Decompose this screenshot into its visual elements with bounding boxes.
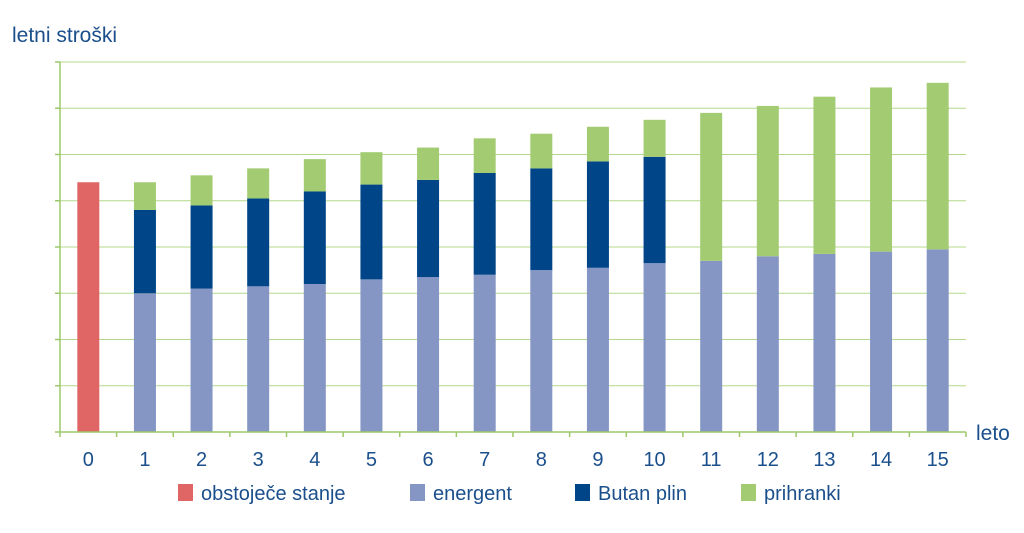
x-axis-label: leto [976, 422, 1010, 445]
x-tick-label: 8 [536, 449, 547, 471]
bar-segment [530, 270, 553, 432]
legend-swatch [178, 484, 193, 501]
x-tick-label: 3 [253, 449, 264, 471]
bar-segment [700, 260, 723, 432]
bar-segment [586, 126, 609, 162]
bar-segment [190, 205, 213, 289]
bar-segment [247, 198, 270, 287]
bar-segment [473, 274, 496, 432]
bar-segment [190, 288, 213, 432]
x-tick-label: 2 [196, 449, 207, 471]
bar-segment [700, 112, 723, 261]
x-tick-label: 6 [423, 449, 434, 471]
x-tick-label: 5 [366, 449, 377, 471]
bar-segment [926, 249, 949, 432]
y-axis-label: letni stroški [12, 24, 117, 47]
bar-segment [530, 133, 553, 169]
axes: 0 1 2 3 4 5 6 7 8 9 10 11 12 13 14 15 [55, 61, 967, 471]
bar-segment [247, 286, 270, 432]
bar-segment [473, 173, 496, 275]
bar-segment [417, 147, 440, 180]
bar-segment [530, 168, 553, 271]
bar-segment [133, 293, 156, 432]
x-tick-label: 14 [870, 449, 892, 471]
bar-segment [247, 168, 270, 199]
bar-segment [756, 105, 779, 257]
x-tick-label: 12 [757, 449, 779, 471]
bar-segment [473, 138, 496, 173]
bar-segment [417, 179, 440, 278]
bars [77, 82, 949, 432]
bar-segment [303, 159, 326, 192]
bar-segment [190, 175, 213, 206]
bar-segment [417, 277, 440, 432]
bar-segment [360, 279, 383, 432]
x-tick-label: 4 [309, 449, 320, 471]
bar-segment [360, 152, 383, 185]
bar-segment [586, 267, 609, 432]
x-tick-label: 13 [813, 449, 835, 471]
legend-label: energent [433, 483, 512, 505]
bar-segment [360, 184, 383, 280]
legend-swatch [741, 484, 756, 501]
bar-segment [586, 161, 609, 268]
legend-label: prihranki [764, 483, 841, 505]
x-tick-label: 7 [479, 449, 490, 471]
x-tick-label: 11 [701, 449, 722, 471]
bar-segment [813, 253, 836, 432]
legend-swatch [575, 484, 590, 501]
x-tick-label: 10 [643, 449, 665, 471]
bar-segment [643, 156, 666, 264]
bar-segment [870, 87, 893, 252]
legend: obstoječe stanje energent Butan plin prihra… [178, 483, 841, 505]
x-tick-label: 9 [592, 449, 603, 471]
x-tick-label: 15 [927, 449, 949, 471]
bar-segment [926, 82, 949, 250]
legend-swatch [410, 484, 425, 501]
legend-label: obstoječe stanje [201, 483, 346, 505]
bar-segment [870, 251, 893, 432]
x-tick-label: 0 [83, 449, 94, 471]
bar-segment [643, 263, 666, 432]
bar-segment [756, 256, 779, 432]
bar-segment [643, 119, 666, 157]
x-tick-label: 1 [139, 449, 150, 471]
bar-segment [813, 96, 836, 254]
bar-segment [133, 210, 156, 294]
bar-segment [133, 182, 156, 210]
bar-segment [77, 182, 100, 432]
bar-segment [303, 191, 326, 284]
bar-segment [303, 284, 326, 432]
legend-label: Butan plin [598, 483, 687, 505]
